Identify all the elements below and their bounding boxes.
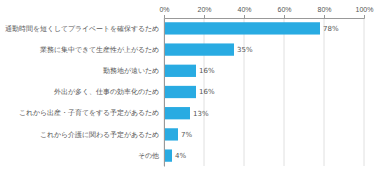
- bar: [164, 22, 320, 34]
- x-tick: 60%: [277, 6, 291, 18]
- x-tick-mark: [324, 15, 325, 18]
- bar: [164, 65, 196, 77]
- y-tick: その他: [138, 152, 164, 160]
- x-tick-label: 100%: [356, 6, 374, 13]
- x-tick: 40%: [237, 6, 251, 18]
- y-tick: これから出産・子育てをする予定があるため: [19, 108, 164, 117]
- x-tick-label: 20%: [197, 6, 211, 13]
- x-axis-line: [165, 15, 365, 19]
- plot: 0% 20% 40% 60% 80% 100% 通勤時間を短くしてプライベートを確保するため…: [5, 6, 373, 167]
- data-label: 13%: [193, 110, 209, 118]
- y-tick: 勤務地が遠いため: [103, 67, 164, 75]
- y-tick-label: 通勤時間を短くしてプライベートを確保するため: [5, 25, 159, 33]
- x-tick-mark: [364, 15, 365, 18]
- data-label: 4%: [175, 152, 186, 160]
- x-tick-label: 0%: [159, 6, 169, 13]
- bar: [164, 43, 234, 55]
- grid-line: [244, 18, 245, 166]
- data-label: 16%: [199, 67, 215, 75]
- bar: [164, 128, 178, 140]
- y-tick: これから介護に関わる予定があるため: [40, 131, 164, 139]
- x-tick: 0%: [159, 6, 169, 18]
- data-label: 7%: [181, 131, 192, 139]
- y-tick-label: その他: [138, 152, 159, 160]
- bars: [164, 22, 320, 162]
- data-label: 16%: [199, 88, 215, 96]
- data-label: 35%: [237, 46, 253, 54]
- grid-line: [164, 18, 165, 166]
- grid: [164, 18, 364, 166]
- data-labels: 78% 35% 16% 16% 13% 7% 4%: [175, 25, 339, 160]
- y-tick-label: これから出産・子育てをする予定があるため: [19, 108, 159, 117]
- x-tick-mark: [204, 15, 205, 18]
- y-tick: 外出が多く、仕事の効率化のため: [54, 88, 164, 96]
- x-tick-mark: [284, 15, 285, 18]
- y-axis: 通勤時間を短くしてプライベートを確保するため業務に集中できて生産性が上がるため勤…: [5, 19, 165, 167]
- x-tick-mark: [164, 15, 165, 18]
- bar: [164, 149, 172, 161]
- x-tick-label: 60%: [277, 6, 291, 13]
- x-axis: 0% 20% 40% 60% 80% 100%: [159, 6, 373, 19]
- chart: 0% 20% 40% 60% 80% 100% 通勤時間を短くしてプライベートを確保するため…: [0, 0, 384, 171]
- y-tick-label: 業務に集中できて生産性が上がるため: [40, 46, 159, 54]
- x-tick-label: 40%: [237, 6, 251, 13]
- grid-line: [284, 18, 285, 166]
- y-tick-label: これから介護に関わる予定があるため: [40, 131, 159, 139]
- x-tick: 20%: [197, 6, 211, 18]
- x-tick: 80%: [317, 6, 331, 18]
- x-tick: 100%: [356, 6, 374, 18]
- y-tick: 業務に集中できて生産性が上がるため: [40, 46, 164, 54]
- y-axis-line: [164, 19, 165, 167]
- grid-line: [324, 18, 325, 166]
- bar: [164, 107, 190, 119]
- x-tick-label: 80%: [317, 6, 331, 13]
- grid-line: [364, 18, 365, 166]
- data-label: 78%: [323, 25, 339, 33]
- x-tick-mark: [244, 15, 245, 18]
- y-tick-label: 勤務地が遠いため: [103, 67, 159, 75]
- y-tick: 通勤時間を短くしてプライベートを確保するため: [5, 25, 164, 33]
- y-tick-label: 外出が多く、仕事の効率化のため: [54, 88, 159, 96]
- bar: [164, 86, 196, 98]
